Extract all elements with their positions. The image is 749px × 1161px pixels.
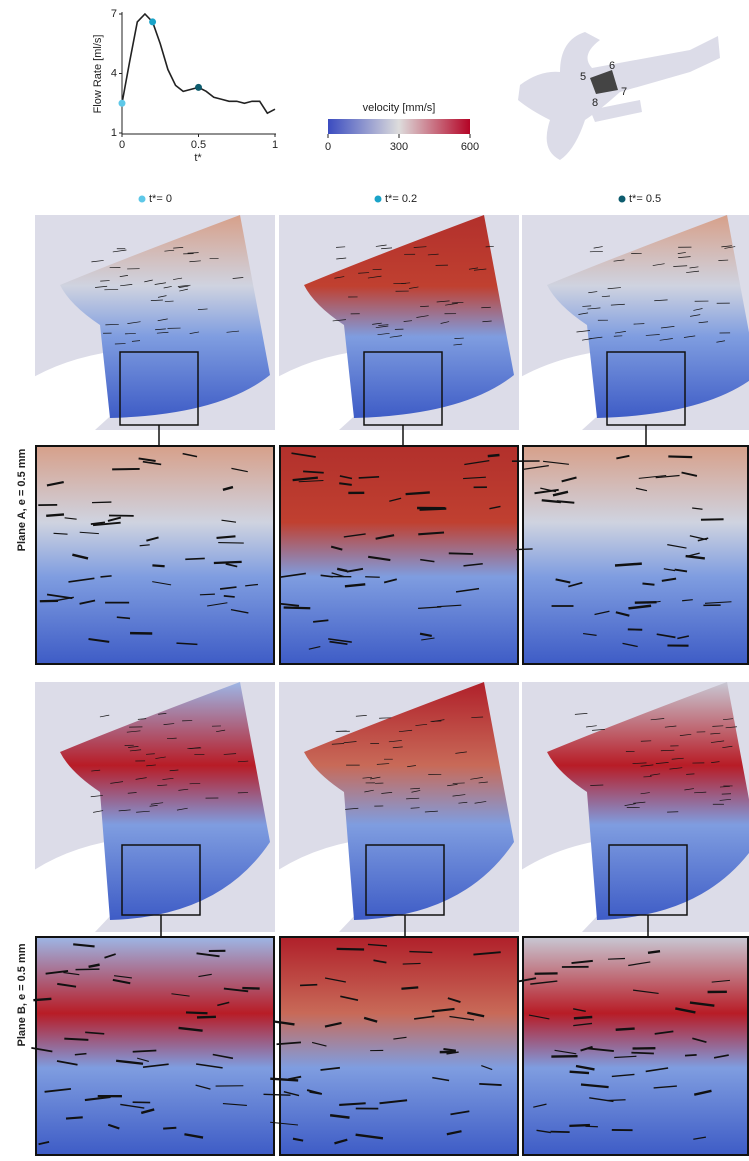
vector — [224, 596, 235, 597]
x-tick-label: 0 — [119, 139, 125, 151]
zoom-panel — [523, 446, 748, 664]
zoom-panel — [36, 937, 274, 1155]
colorbar-ticks: 0 300 600 — [325, 134, 479, 153]
time-marker — [195, 84, 202, 91]
vessel-label: 8 — [592, 97, 598, 109]
x-axis-label: t* — [194, 152, 202, 164]
time-label: t*= 0.2 — [385, 193, 417, 205]
zoom-panel — [523, 937, 748, 1155]
vector — [152, 565, 164, 566]
vector — [449, 553, 473, 554]
vector — [33, 999, 51, 1000]
vessel-label: 7 — [621, 86, 627, 98]
vector — [668, 456, 692, 457]
vector — [616, 1029, 635, 1030]
vector — [214, 562, 242, 563]
vector — [648, 951, 660, 953]
time-dot — [619, 196, 626, 203]
time-dot — [375, 196, 382, 203]
colorbar-title: velocity [mm/s] — [363, 102, 436, 114]
vector — [92, 502, 111, 503]
vector — [337, 949, 364, 950]
vector — [66, 1117, 83, 1118]
zoom-panel — [36, 446, 274, 664]
vector — [403, 963, 421, 964]
vector — [186, 1012, 208, 1013]
x-tick-label: 1 — [272, 139, 278, 151]
vector — [574, 1017, 592, 1018]
time-marker — [119, 100, 126, 107]
colorbar-tick-label: 0 — [325, 141, 331, 153]
colorbar — [328, 119, 470, 134]
vector — [608, 959, 625, 960]
y-tick-label: 4 — [111, 67, 117, 79]
vector — [197, 1017, 216, 1018]
vector — [488, 455, 500, 456]
vector — [516, 549, 533, 550]
vector — [401, 987, 418, 988]
vessel-label: 6 — [609, 60, 615, 72]
vector — [46, 514, 64, 515]
figure: Flow Rate [ml/s] t* 14700.51 velocity [m… — [0, 0, 749, 1161]
colorbar-tick-label: 300 — [390, 141, 408, 153]
panels — [31, 215, 749, 1155]
row-label: Plane B, e = 0.5 mm — [16, 943, 28, 1046]
y-tick-label: 7 — [111, 8, 117, 20]
vessel-label: 5 — [580, 71, 586, 83]
vector — [300, 985, 317, 986]
vector — [409, 952, 432, 953]
vector — [64, 1039, 88, 1040]
time-label: t*= 0 — [149, 193, 172, 205]
vessel-diagram — [518, 32, 720, 160]
time-dot — [139, 196, 146, 203]
vector — [359, 477, 379, 478]
vector — [685, 1055, 697, 1056]
row-label: Plane A, e = 0.5 mm — [16, 448, 28, 551]
vector — [642, 584, 654, 585]
y-axis-label: Flow Rate [ml/s] — [92, 35, 104, 114]
vector — [569, 1125, 590, 1126]
zoom-panel — [280, 937, 518, 1155]
vector — [264, 1094, 291, 1095]
vector — [185, 558, 204, 559]
vector — [100, 576, 111, 577]
vector — [570, 1072, 589, 1073]
vector — [242, 988, 259, 989]
vector — [133, 1051, 157, 1052]
vector — [163, 1128, 176, 1129]
flow-line — [122, 14, 275, 113]
time-marker — [149, 18, 156, 25]
vector — [479, 1084, 501, 1085]
vector — [284, 607, 311, 608]
vector — [200, 594, 215, 595]
vector — [635, 602, 657, 603]
vector — [631, 1053, 653, 1054]
time-label: t*= 0.5 — [629, 193, 661, 205]
y-tick-label: 1 — [111, 127, 117, 139]
x-tick-label: 0.5 — [191, 139, 206, 151]
time-labels: t*= 0 t*= 0.2 t*= 0.5 — [139, 193, 662, 205]
colorbar-tick-label: 600 — [461, 141, 479, 153]
